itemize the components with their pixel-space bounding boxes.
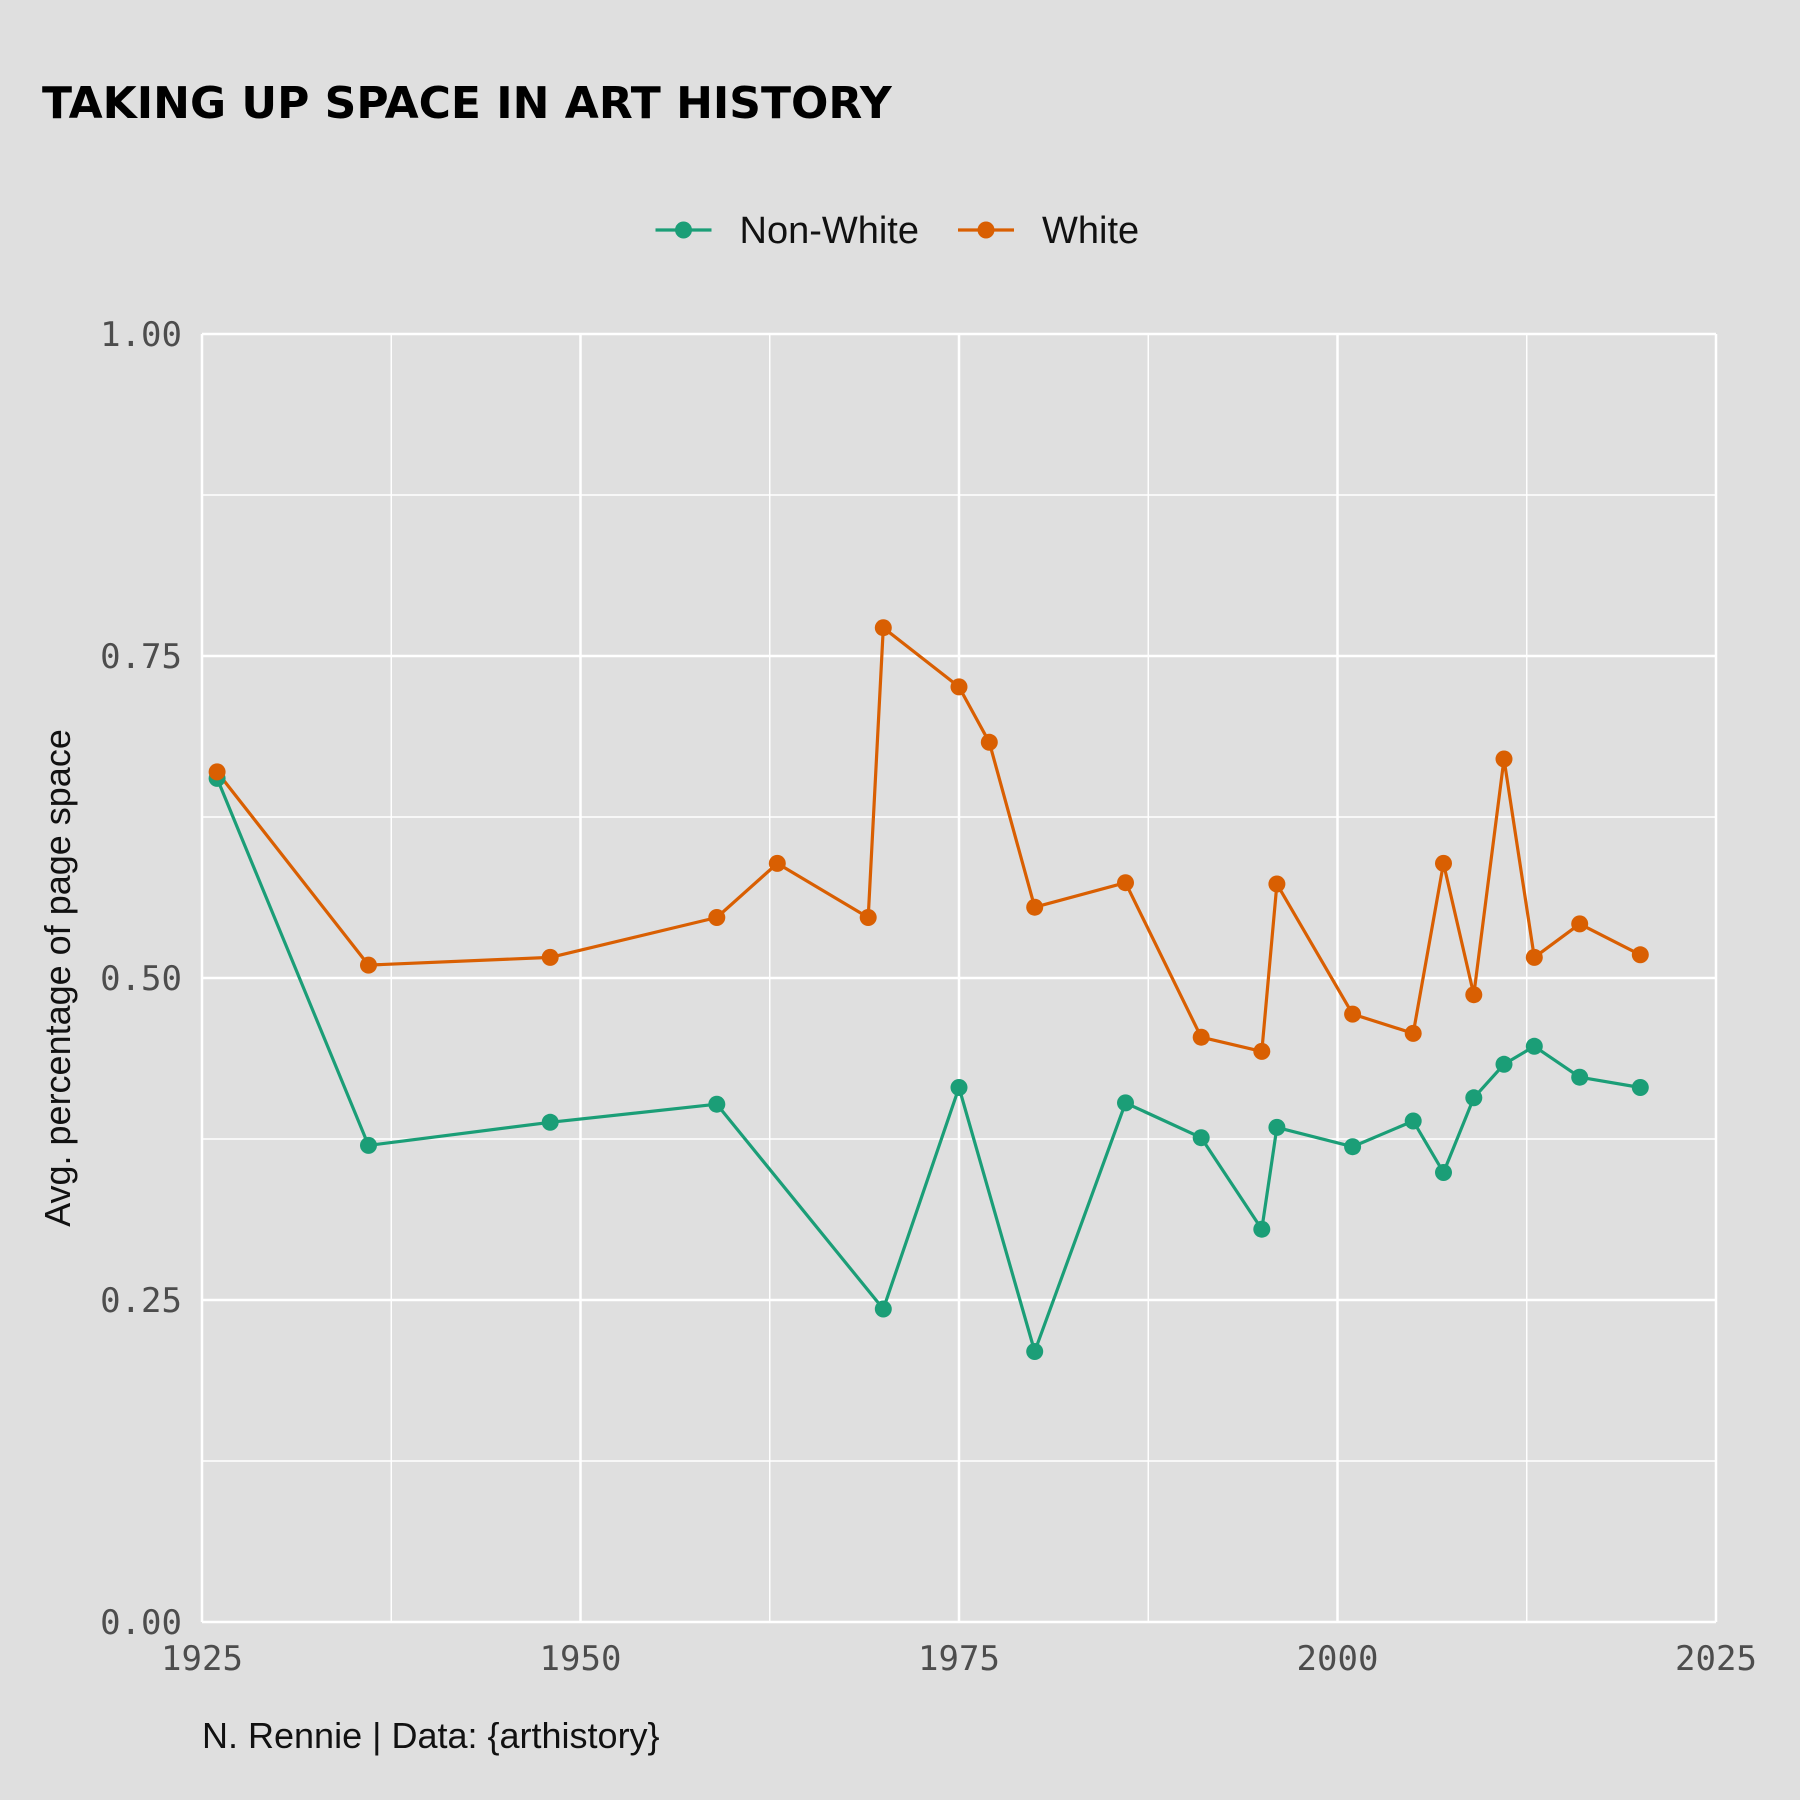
data-point-non-white xyxy=(1495,1055,1513,1073)
data-point-white xyxy=(859,909,877,926)
data-point-white xyxy=(1268,875,1286,893)
grid-layer xyxy=(200,332,1718,1624)
data-point-non-white xyxy=(1631,1079,1649,1096)
data-point-non-white xyxy=(541,1113,559,1131)
y-tick-label: 1.00 xyxy=(100,315,182,355)
data-point-non-white xyxy=(1026,1343,1044,1360)
y-axis-ticks: 0.00 0.25 0.50 0.75 1.00 xyxy=(100,315,182,1643)
data-point-white xyxy=(1253,1042,1271,1060)
legend-key-marker xyxy=(675,221,692,239)
chart-title: TAKING UP SPACE IN ART HISTORY xyxy=(42,78,893,129)
legend-item-non-white: Non-White xyxy=(655,210,920,252)
data-point-white xyxy=(1344,1005,1362,1023)
data-point-non-white xyxy=(1344,1138,1362,1156)
series-line-white xyxy=(215,626,1642,1053)
chart-caption: N. Rennie | Data: {arthistory} xyxy=(202,1715,660,1756)
data-point-non-white xyxy=(1525,1037,1543,1055)
legend-label: White xyxy=(1042,210,1139,252)
y-tick-label: 0.50 xyxy=(100,959,182,999)
data-point-white xyxy=(208,763,226,781)
x-tick-label: 2000 xyxy=(1297,1639,1379,1679)
x-tick-label: 2025 xyxy=(1675,1639,1757,1679)
data-point-non-white xyxy=(1268,1118,1286,1136)
y-tick-label: 0.00 xyxy=(100,1603,182,1643)
legend-item-white: White xyxy=(958,210,1139,252)
data-point-white xyxy=(1631,946,1649,964)
data-point-white xyxy=(950,678,968,696)
data-point-white xyxy=(1525,948,1543,966)
y-axis-label: Avg. percentage of page space xyxy=(37,729,78,1227)
data-point-white xyxy=(1465,986,1483,1004)
data-point-white xyxy=(1117,874,1134,892)
data-point-white xyxy=(1404,1024,1422,1042)
x-axis-ticks: 1925 1950 1975 2000 2025 xyxy=(161,1639,1757,1679)
data-point-non-white xyxy=(1571,1068,1589,1086)
data-point-white xyxy=(1026,898,1044,916)
data-point-white xyxy=(768,854,786,872)
series-layer xyxy=(208,619,1649,1360)
data-point-non-white xyxy=(1404,1112,1422,1130)
data-point-white xyxy=(360,956,377,974)
legend-label: Non-White xyxy=(740,210,920,252)
series-points-non-white xyxy=(208,769,1649,1360)
series-line-non-white xyxy=(215,776,1642,1354)
series-points-white xyxy=(208,619,1649,1060)
data-point-non-white xyxy=(1465,1089,1483,1107)
plot-area xyxy=(200,332,1718,1624)
y-tick-label: 0.75 xyxy=(100,637,182,677)
legend-key-marker xyxy=(977,221,995,239)
x-tick-label: 1925 xyxy=(161,1639,243,1679)
data-point-white xyxy=(1495,750,1513,768)
legend: Non-White White xyxy=(655,210,1139,252)
data-point-white xyxy=(1435,854,1452,872)
data-point-non-white xyxy=(708,1095,726,1113)
data-point-non-white xyxy=(360,1136,377,1154)
data-point-white xyxy=(980,733,998,751)
data-point-white xyxy=(708,909,726,926)
data-point-non-white xyxy=(950,1079,968,1096)
data-point-non-white xyxy=(874,1300,892,1318)
x-tick-label: 1975 xyxy=(918,1639,1000,1679)
data-point-white xyxy=(1192,1028,1210,1046)
data-point-non-white xyxy=(1192,1129,1210,1147)
data-point-white xyxy=(541,948,559,966)
x-tick-label: 1950 xyxy=(540,1639,622,1679)
data-point-white xyxy=(1571,915,1589,933)
y-tick-label: 0.25 xyxy=(100,1281,182,1321)
data-point-non-white xyxy=(1117,1094,1134,1112)
data-point-non-white xyxy=(1253,1220,1271,1238)
data-point-non-white xyxy=(1435,1164,1452,1181)
data-point-white xyxy=(874,619,892,637)
